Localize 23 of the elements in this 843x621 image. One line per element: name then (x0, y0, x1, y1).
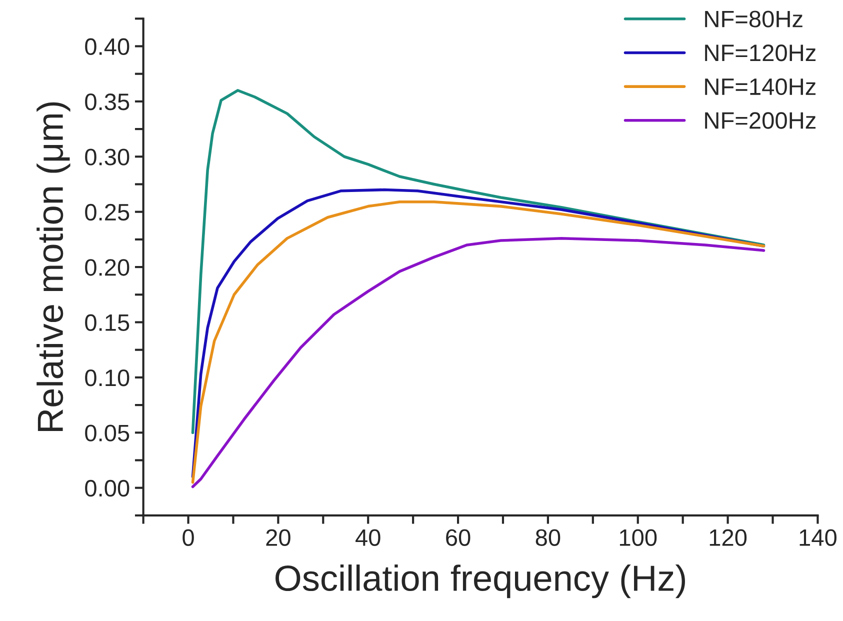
y-tick-label: 0.20 (85, 259, 130, 276)
x-tick-label: 120 (710, 529, 747, 546)
x-tick-label: 0 (182, 529, 194, 546)
x-tick-label: 140 (800, 529, 836, 546)
x-tick-label: 60 (446, 529, 470, 546)
y-tick-label: 0.00 (85, 480, 130, 497)
legend-label: NF=200Hz (705, 112, 816, 129)
x-tick-label: 20 (266, 529, 290, 546)
legend-label: NF=120Hz (705, 44, 816, 62)
y-tick-label: 0.30 (85, 148, 130, 166)
x-tick-label: 40 (356, 529, 380, 546)
x-tick-label: 80 (536, 529, 560, 546)
x-axis-title: Oscillation frequency (Hz) (276, 564, 685, 598)
y-tick-label: 0.35 (85, 94, 130, 110)
y-tick-label: 0.25 (85, 204, 130, 221)
y-tick-label: 0.40 (85, 38, 130, 56)
y-tick-label: 0.05 (85, 424, 130, 442)
y-tick-label: 0.10 (85, 370, 130, 386)
y-tick-label: 0.15 (85, 314, 130, 332)
legend-label: NF=140Hz (705, 78, 816, 96)
x-tick-label: 100 (620, 529, 657, 546)
legend-label: NF=80Hz (705, 10, 802, 28)
y-axis-title: Relative motion (μm) (36, 102, 70, 431)
